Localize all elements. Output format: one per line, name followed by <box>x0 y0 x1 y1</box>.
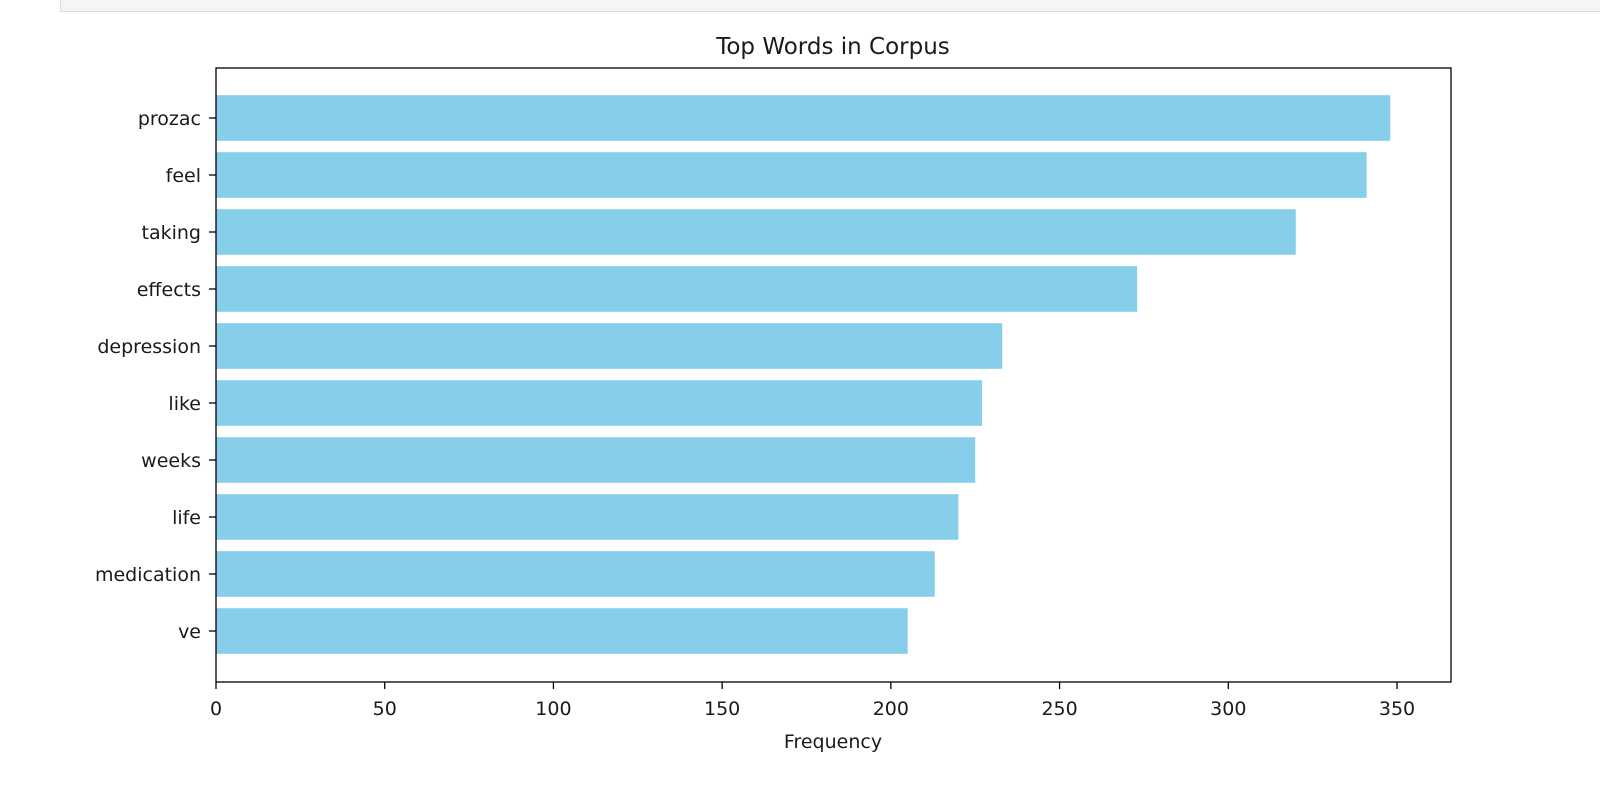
x-axis-label: Frequency <box>784 731 882 753</box>
category-label-effects: effects <box>137 279 201 301</box>
category-label-medication: medication <box>95 564 201 586</box>
category-label-ve: ve <box>178 621 201 643</box>
bar-weeks <box>216 437 976 483</box>
bar-life <box>216 494 959 540</box>
x-tick-label-200: 200 <box>873 698 909 720</box>
category-label-prozac: prozac <box>138 108 201 130</box>
notebook-cell-input[interactable] <box>60 0 1600 12</box>
x-ticks: 0 50 100 150 200 250 300 350 <box>210 682 1415 720</box>
category-label-life: life <box>172 507 201 529</box>
category-labels: prozac feel taking effects depression like wee… <box>95 108 216 643</box>
x-tick-label-0: 0 <box>210 698 222 720</box>
x-tick-label-100: 100 <box>535 698 571 720</box>
bar-feel <box>216 152 1367 198</box>
category-label-depression: depression <box>97 336 201 358</box>
x-tick-label-300: 300 <box>1210 698 1246 720</box>
category-label-feel: feel <box>166 165 201 187</box>
bar-effects <box>216 266 1138 312</box>
plot-frame <box>215 67 1452 683</box>
bar-medication <box>216 551 935 597</box>
category-label-like: like <box>168 393 201 415</box>
bar-prozac <box>216 95 1391 141</box>
category-label-weeks: weeks <box>141 450 201 472</box>
x-tick-label-50: 50 <box>373 698 397 720</box>
x-tick-label-150: 150 <box>704 698 740 720</box>
x-tick-label-250: 250 <box>1041 698 1077 720</box>
bar-depression <box>216 323 1003 369</box>
bar-taking <box>216 209 1296 255</box>
x-tick-label-350: 350 <box>1379 698 1415 720</box>
bars-group <box>216 95 1391 654</box>
chart-title: Top Words in Corpus <box>715 34 950 60</box>
bar-like <box>216 380 982 426</box>
bar-ve <box>216 608 908 654</box>
category-label-taking: taking <box>142 222 201 244</box>
